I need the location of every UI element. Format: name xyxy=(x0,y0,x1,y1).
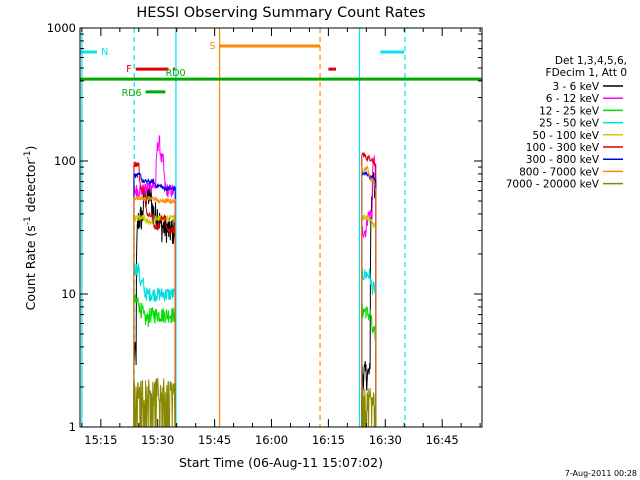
chart-title: HESSI Observing Summary Count Rates xyxy=(136,5,425,21)
series-line-6-seg-1 xyxy=(361,170,377,427)
x-axis-label: Start Time (06-Aug-11 15:07:02) xyxy=(179,455,383,470)
x-tick-label-2: 15:45 xyxy=(198,433,231,447)
series-line-3-seg-0 xyxy=(133,263,176,427)
x-tick-label-6: 16:45 xyxy=(426,433,459,447)
series-line-7-seg-0 xyxy=(133,194,176,427)
series-line-0-seg-1 xyxy=(361,172,377,427)
x-tick-label-5: 16:30 xyxy=(369,433,402,447)
series-line-5-seg-0 xyxy=(133,161,176,427)
series-line-6-seg-0 xyxy=(133,172,176,427)
legend: Det 1,3,4,5,6,FDecim 1, Att 0 3 - 6 keV6 … xyxy=(506,55,627,191)
flag-label-n: N xyxy=(101,47,108,58)
legend-label-6: 300 - 800 keV xyxy=(526,154,600,166)
series-line-8-seg-1 xyxy=(361,388,377,428)
y-axis-label: Count Rate (s-1 detector-1) xyxy=(23,146,38,311)
series-line-4-seg-0 xyxy=(133,213,176,427)
series-line-3-seg-1 xyxy=(361,267,377,427)
flag-label-rd0: RD0 xyxy=(166,68,186,79)
legend-header-1: FDecim 1, Att 0 xyxy=(546,67,627,79)
series-line-2-seg-1 xyxy=(361,303,377,427)
legend-label-7: 800 - 7000 keV xyxy=(519,166,600,178)
legend-label-8: 7000 - 20000 keV xyxy=(506,179,600,191)
flag-label-f: F xyxy=(126,64,131,75)
x-tick-label-1: 15:30 xyxy=(141,433,174,447)
x-tick-label-3: 16:00 xyxy=(255,433,288,447)
legend-label-2: 12 - 25 keV xyxy=(539,105,600,117)
series-line-7-seg-1 xyxy=(361,165,377,427)
y-tick-label-0: 1 xyxy=(69,420,76,434)
legend-label-3: 25 - 50 keV xyxy=(539,118,600,130)
series-line-4-seg-1 xyxy=(361,214,377,427)
legend-label-1: 6 - 12 keV xyxy=(546,93,600,105)
legend-label-5: 100 - 300 keV xyxy=(526,142,600,154)
x-tick-label-4: 16:15 xyxy=(312,433,345,447)
y-tick-label-1: 10 xyxy=(61,287,76,301)
flag-label-rd6: RD6 xyxy=(122,88,142,99)
series-line-1-seg-1 xyxy=(361,155,377,427)
legend-label-4: 50 - 100 keV xyxy=(532,130,599,142)
timestamp: 7-Aug-2011 00:28 xyxy=(565,469,637,478)
y-tick-label-2: 100 xyxy=(54,154,76,168)
series-line-8-seg-0 xyxy=(133,377,176,428)
series-line-2-seg-0 xyxy=(133,294,176,427)
flag-label-s: S xyxy=(210,41,216,52)
axes-frame xyxy=(79,27,483,428)
series-line-5-seg-1 xyxy=(361,152,377,427)
plot-area: N S F RD0 RD6 1 10 100 1000 15:15 15:30 15:45 16:00 1… xyxy=(47,21,483,447)
y-tick-label-3: 1000 xyxy=(47,21,76,35)
legend-header-0: Det 1,3,4,5,6, xyxy=(555,55,627,67)
legend-label-0: 3 - 6 keV xyxy=(552,81,599,93)
x-tick-label-0: 15:15 xyxy=(84,433,117,447)
